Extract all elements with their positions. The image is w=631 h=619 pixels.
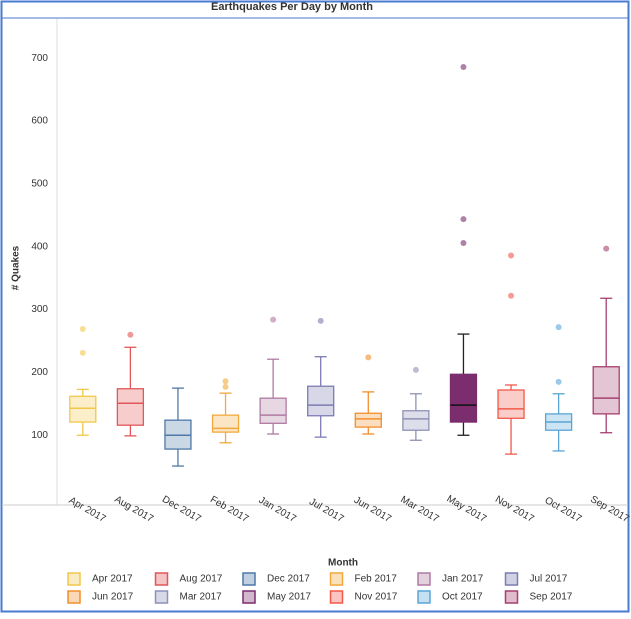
- legend-label: Oct 2017: [442, 592, 483, 603]
- legend-label: Feb 2017: [355, 574, 398, 585]
- outlier: [555, 324, 562, 331]
- legend-swatch: [417, 590, 431, 604]
- outlier: [127, 331, 134, 338]
- legend-swatch: [67, 572, 81, 586]
- outlier: [270, 316, 277, 323]
- outlier: [603, 245, 610, 252]
- y-axis-label: # Quakes: [11, 245, 22, 290]
- y-tick-label: 100: [31, 430, 48, 441]
- outlier: [508, 292, 515, 299]
- legend-label: Jan 2017: [442, 574, 484, 585]
- x-tick-label: Jul 2017: [307, 496, 346, 525]
- legend-swatch: [329, 572, 344, 586]
- outlier: [460, 64, 467, 71]
- x-tick-label: Aug 2017: [112, 494, 155, 525]
- outlier: [317, 317, 324, 324]
- x-tick-label: Oct 2017: [543, 495, 584, 525]
- legend-label: Aug 2017: [180, 574, 223, 585]
- box: [211, 414, 240, 433]
- legend-label: Jun 2017: [92, 592, 134, 603]
- x-tick-label: Jun 2017: [352, 495, 394, 525]
- y-tick-label: 300: [31, 304, 48, 315]
- x-tick-label: Mar 2017: [398, 494, 440, 525]
- legend-label: May 2017: [267, 592, 311, 603]
- outlier: [555, 378, 562, 385]
- legend-swatch: [504, 590, 519, 604]
- box: [497, 389, 525, 419]
- legend-swatch: [242, 572, 256, 586]
- outlier: [79, 349, 86, 356]
- x-tick-label: May 2017: [445, 493, 489, 525]
- legend-swatch: [154, 590, 169, 604]
- legend-label: Mar 2017: [180, 592, 223, 603]
- box: [449, 373, 478, 423]
- y-tick-label: 400: [31, 241, 48, 252]
- chart-title: Earthquakes Per Day by Month: [211, 1, 373, 13]
- x-tick-label: Dec 2017: [160, 494, 203, 525]
- outlier: [222, 378, 229, 385]
- x-tick-label: Apr 2017: [67, 495, 108, 525]
- legend-swatch: [67, 590, 81, 604]
- x-tick-label: Nov 2017: [493, 494, 536, 525]
- legend-swatch: [154, 572, 169, 586]
- y-tick-label: 500: [31, 179, 48, 190]
- box: [307, 385, 335, 417]
- legend-label: Dec 2017: [267, 574, 310, 585]
- x-tick-label: Sep 2017: [588, 494, 631, 525]
- outlier: [412, 366, 419, 373]
- outlier: [460, 239, 467, 246]
- outlier: [222, 383, 229, 390]
- outlier: [365, 354, 372, 361]
- legend-swatch: [504, 572, 519, 586]
- legend-swatch: [329, 590, 344, 604]
- outlier: [460, 216, 467, 223]
- x-tick-label: Jan 2017: [257, 495, 299, 525]
- box: [259, 397, 287, 424]
- box: [69, 395, 97, 423]
- outlier: [508, 252, 515, 259]
- legend-label: Jul 2017: [530, 574, 568, 585]
- x-axis-label: Month: [328, 558, 358, 569]
- box: [402, 410, 430, 431]
- outlier: [79, 326, 86, 333]
- y-tick-label: 600: [31, 116, 48, 127]
- legend-label: Sep 2017: [530, 592, 573, 603]
- y-tick-label: 200: [31, 367, 48, 378]
- box: [354, 412, 382, 428]
- legend-swatch: [242, 590, 256, 604]
- legend-label: Nov 2017: [355, 592, 398, 603]
- box: [116, 388, 145, 426]
- legend-label: Apr 2017: [92, 574, 133, 585]
- y-tick-label: 700: [31, 53, 48, 64]
- x-tick-label: Feb 2017: [208, 494, 250, 525]
- box: [592, 366, 620, 415]
- legend-swatch: [417, 572, 431, 586]
